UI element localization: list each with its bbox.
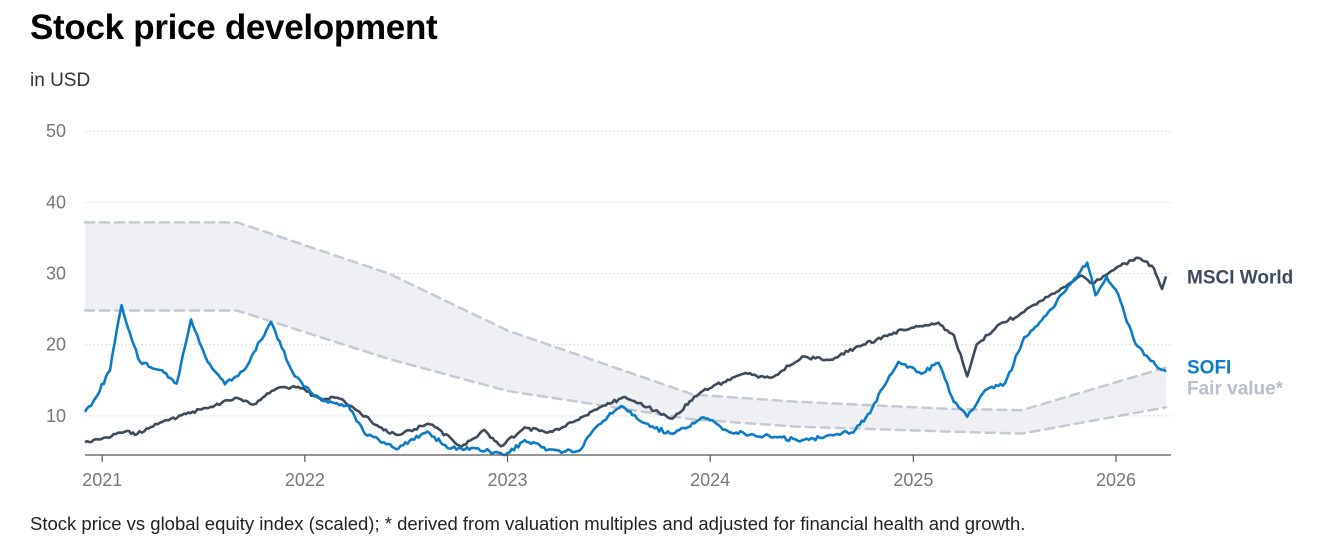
chart-title: Stock price development	[30, 8, 438, 47]
series-label-fair-value-: Fair value*	[1187, 378, 1284, 399]
series-label-sofi: SOFI	[1187, 358, 1231, 379]
series-label-msci-world: MSCI World	[1187, 267, 1293, 288]
x-tick-label-2025: 2025	[893, 470, 933, 490]
series-line-layer	[83, 256, 1168, 457]
axis-layer: 10 20 30 40 50 2021 2022 2023 2024 2025 2026	[46, 121, 1171, 490]
y-tick-label-30: 30	[46, 264, 66, 284]
chart-footnote: Stock price vs global equity index (scal…	[30, 513, 1026, 534]
series-line-msci-world	[84, 256, 1168, 449]
x-tick-label-2024: 2024	[690, 470, 730, 490]
y-tick-label-40: 40	[46, 192, 66, 212]
x-tick-label-2022: 2022	[285, 470, 325, 490]
fair-value-lower-edge	[83, 309, 1168, 435]
y-tick-label-10: 10	[46, 406, 66, 426]
y-tick-label-50: 50	[46, 121, 66, 141]
x-tick-label-2021: 2021	[82, 470, 122, 490]
fair-value-band-layer	[83, 221, 1168, 435]
x-tick-label-2023: 2023	[487, 470, 527, 490]
stock-price-chart: 10 20 30 40 50 2021 2022 2023 2024 2025 2026 MSCI …	[46, 121, 1293, 490]
chart-subtitle: in USD	[30, 70, 91, 91]
y-tick-label-20: 20	[46, 335, 66, 355]
x-tick-label-2026: 2026	[1096, 470, 1136, 490]
series-line-sofi	[83, 261, 1167, 457]
fair-value-upper-edge	[83, 221, 1168, 412]
fair-value-band	[85, 222, 1167, 434]
